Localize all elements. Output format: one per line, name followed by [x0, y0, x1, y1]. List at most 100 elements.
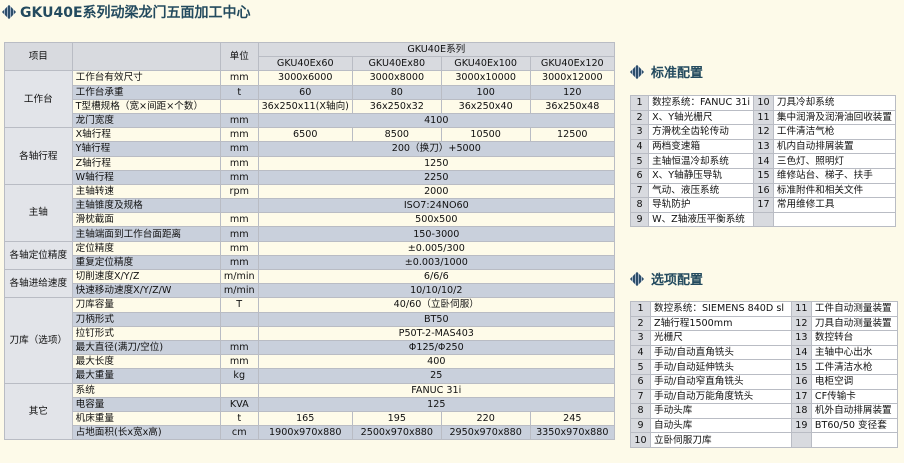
unit-cell: t — [219, 84, 259, 100]
item-number — [790, 432, 812, 448]
item-label: 最大长度 — [71, 354, 221, 370]
table-row: 重复定位精度 mm ±0.003/1000 — [5, 254, 616, 271]
unit-cell: cm — [219, 425, 259, 441]
value-cell: 25 — [257, 368, 616, 384]
list-item: 5 主轴恒温冷却系统 14 三色灯、照明灯 — [629, 153, 897, 169]
table-row: 其它 系统 FANUC 31i — [4, 382, 616, 441]
item-label: Y轴行程 — [71, 141, 221, 157]
table-row: 各轴进给速度 切削速度X/Y/Z m/min 6/6/6 — [4, 268, 616, 299]
list-item: 7 气动、液压系统 16 标准附件和相关文件 — [629, 182, 897, 199]
diamond-bullet-icon — [1, 4, 17, 20]
item-number: 6 — [629, 167, 650, 184]
item-label: 最大重量 — [71, 368, 221, 384]
value-cell: 36x250x48 — [529, 98, 616, 114]
item-label: T型槽规格（宽×间距×个数） — [71, 98, 221, 114]
group-label: 其它 — [4, 382, 73, 441]
item-text: CF传输卡 — [810, 388, 899, 405]
value-cell: BT50 — [257, 311, 616, 327]
table-row: 最大重量 kg 25 — [5, 368, 616, 384]
item-text: 常用维修工具 — [772, 197, 897, 213]
standard-config-table: 1 数控系统：FANUC 31i 10 刀具冷却系统 2 X、Y轴光栅尺 11 集中润滑及润滑… — [629, 95, 897, 228]
value-cell: 220 — [440, 410, 531, 427]
unit-cell — [219, 98, 259, 114]
item-number: 2 — [630, 315, 651, 332]
item-label: 龙门宽度 — [71, 112, 221, 129]
item-text: 手动/自动延伸铣头 — [650, 359, 792, 375]
item-text: 电柜空调 — [810, 373, 899, 390]
item-number: 2 — [629, 109, 650, 126]
item-label: X轴行程 — [71, 127, 221, 143]
unit-cell: mm — [219, 240, 259, 256]
item-text: 自动头库 — [650, 417, 792, 434]
item-number: 14 — [790, 344, 812, 361]
item-text: 方滑枕全齿轮传动 — [648, 124, 755, 140]
item-text: 标准附件和相关文件 — [772, 182, 897, 199]
table-row: 机床重量 t 165 195 220 245 — [5, 410, 616, 427]
item-text: 两档变速箱 — [648, 138, 755, 155]
value-cell: 245 — [529, 410, 616, 427]
value-cell: 2500x970x880 — [351, 425, 442, 441]
item-text: 主轴中心出水 — [810, 344, 899, 361]
list-item: 10 立卧伺服刀库 — [630, 432, 899, 448]
item-number: 3 — [630, 330, 651, 346]
table-row: Y轴行程 mm 200（换刀）+5000 — [5, 141, 616, 157]
item-label: 滑枕截面 — [71, 212, 221, 228]
unit-cell: mm — [219, 254, 259, 271]
item-number: 1 — [630, 301, 651, 317]
value-cell: 165 — [257, 410, 353, 427]
header-blank — [71, 41, 221, 72]
value-cell: 36x250x11(X轴向) — [257, 98, 353, 114]
value-cell: 200（换刀）+5000 — [257, 141, 616, 157]
item-label: 定位精度 — [71, 240, 221, 256]
item-number: 10 — [630, 432, 651, 448]
value-cell: 1900x970x880 — [257, 425, 353, 441]
item-number: 17 — [753, 197, 774, 213]
item-text: 光栅尺 — [650, 330, 792, 346]
item-text: 三色灯、照明灯 — [772, 153, 897, 169]
item-number: 4 — [629, 138, 650, 155]
group-label: 各轴行程 — [4, 127, 73, 185]
list-item: 7 手动/自动万能角度铣头 17 CF传输卡 — [630, 388, 899, 405]
table-row: 工作台承重 t 60 80 100 120 — [5, 84, 616, 100]
item-label: 刀库容量 — [71, 297, 221, 313]
item-number: 7 — [630, 388, 651, 405]
header-model: GKU40Ex80 — [351, 56, 442, 72]
list-item: 8 导轨防护 17 常用维修工具 — [629, 197, 897, 213]
item-text: BT60/50 变径套 — [810, 417, 899, 434]
table-row: 占地面积(长x宽x高) cm 1900x970x880 2500x970x880 295… — [5, 425, 616, 441]
unit-cell — [219, 198, 259, 214]
item-number: 18 — [790, 403, 812, 419]
item-text: 刀具冷却系统 — [772, 95, 897, 111]
page-title: GKU40E系列动梁龙门五面加工中心 — [1, 2, 251, 22]
item-label: Z轴行程 — [71, 155, 221, 171]
list-item: 9 W、Z轴液压平衡系统 — [629, 211, 897, 228]
options-config-table: 1 数控系统：SIEMENS 840D sl 11 工件自动测量装置 2 Z轴行程1500… — [630, 301, 899, 448]
item-text: W、Z轴液压平衡系统 — [648, 211, 755, 228]
item-text — [810, 432, 899, 448]
item-text: 数控系统：FANUC 31i — [648, 95, 755, 111]
item-number: 17 — [790, 388, 812, 405]
item-number: 9 — [630, 417, 651, 434]
value-cell: FANUC 31i — [257, 382, 616, 398]
value-cell: 3000x10000 — [440, 70, 531, 86]
unit-cell: KVA — [219, 396, 259, 412]
unit-cell — [219, 311, 259, 327]
item-label: 主轴锥度及规格 — [71, 198, 221, 214]
item-text: 机外自动排屑装置 — [810, 403, 899, 419]
list-item: 6 手动/自动窄直角铣头 16 电柜空调 — [630, 373, 899, 390]
item-text: 手动头库 — [650, 403, 792, 419]
value-cell: 150-3000 — [257, 226, 616, 242]
value-cell: P50T-2-MAS403 — [257, 325, 616, 341]
group-label: 各轴进给速度 — [4, 268, 73, 299]
item-text: 手动/自动万能角度铣头 — [650, 388, 792, 405]
value-cell: 60 — [257, 84, 353, 100]
item-text: 主轴恒温冷却系统 — [648, 153, 755, 169]
item-label: 工作台承重 — [71, 84, 221, 100]
list-item: 9 自动头库 19 BT60/50 变径套 — [630, 417, 899, 434]
list-item: 1 数控系统：SIEMENS 840D sl 11 工件自动测量装置 — [630, 301, 899, 317]
item-text: 手动/自动直角铣头 — [650, 344, 792, 361]
item-number: 11 — [790, 301, 812, 317]
table-row: 最大直径(满刀/空位) mm Φ125/Φ250 — [5, 339, 616, 356]
value-cell: 12500 — [529, 127, 616, 143]
